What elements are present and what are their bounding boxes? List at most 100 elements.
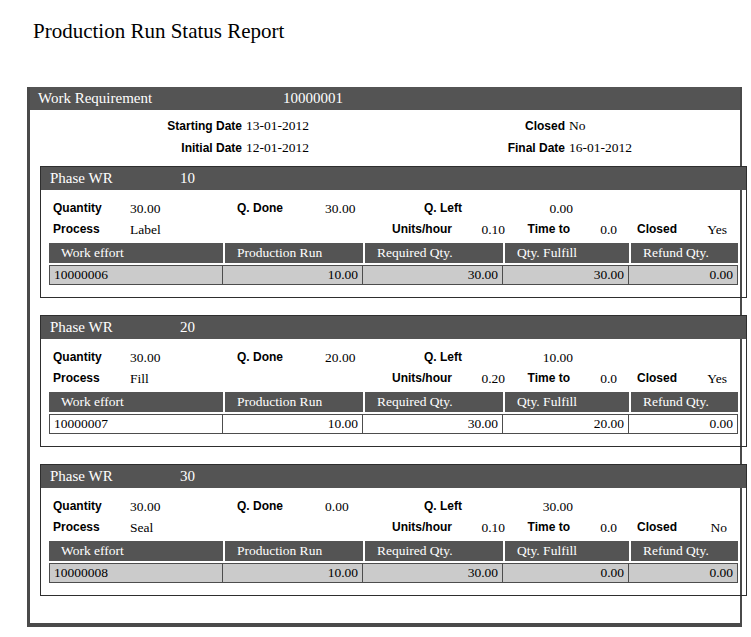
refund-qty-value: 0.00	[629, 563, 738, 583]
q-done-label: Q. Done	[237, 347, 283, 368]
q-left-value: 30.00	[473, 496, 573, 517]
q-done-label: Q. Done	[237, 496, 283, 517]
work-requirement-header-bar: Work Requirement 10000001	[30, 87, 740, 110]
phase-wr-label: Phase WR	[41, 319, 113, 335]
phase-header-bar: Phase WR 20	[41, 316, 746, 339]
wr-info-row-2: Initial Date 12-01-2012 Final Date 16-01…	[30, 137, 740, 159]
production-run-value: 10.00	[223, 265, 363, 285]
phase-closed-value: Yes	[667, 219, 727, 240]
units-hour-label: Units/hour	[332, 219, 452, 240]
process-label: Process	[53, 517, 100, 538]
quantity-value: 30.00	[130, 198, 160, 219]
phase-process-row: Process Fill Units/hour 0.20 Time to 0.0…	[41, 368, 746, 389]
quantity-label: Quantity	[53, 347, 102, 368]
col-header-qty-fulfill: Qty. Fulfill	[503, 392, 629, 414]
work-requirement-id: 10000001	[283, 87, 343, 110]
wr-info-row-1: Starting Date 13-01-2012 Closed No	[30, 115, 740, 137]
col-header-required-qty: Required Qty.	[363, 541, 503, 563]
q-left-value: 10.00	[473, 347, 573, 368]
q-done-label: Q. Done	[237, 198, 283, 219]
units-hour-label: Units/hour	[332, 517, 452, 538]
col-header-qty-fulfill: Qty. Fulfill	[503, 541, 629, 563]
phase-number: 10	[180, 167, 195, 190]
phase-section-30: Phase WR 30 Quantity 30.00 Q. Done 0.00 …	[40, 464, 747, 596]
phase-wr-label: Phase WR	[41, 170, 113, 186]
qty-fulfill-value: 0.00	[503, 563, 629, 583]
units-hour-value: 0.20	[445, 368, 505, 389]
phase-header-bar: Phase WR 10	[41, 167, 746, 190]
units-hour-label: Units/hour	[332, 368, 452, 389]
phase-quantity-row: Quantity 30.00 Q. Done 30.00 Q. Left 0.0…	[41, 198, 746, 219]
col-header-production-run: Production Run	[223, 541, 363, 563]
qty-fulfill-value: 20.00	[503, 414, 629, 434]
refund-qty-value: 0.00	[629, 265, 738, 285]
work-effort-header-row: Work effort Production Run Required Qty.…	[49, 392, 738, 414]
work-effort-header-row: Work effort Production Run Required Qty.…	[49, 243, 738, 265]
work-effort-table: Work effort Production Run Required Qty.…	[49, 392, 738, 434]
phase-closed-value: No	[667, 517, 727, 538]
process-value: Fill	[130, 368, 149, 389]
production-run-value: 10.00	[223, 563, 363, 583]
work-effort-row: 10000007 10.00 30.00 20.00 0.00	[49, 414, 738, 434]
quantity-value: 30.00	[130, 496, 160, 517]
col-header-qty-fulfill: Qty. Fulfill	[503, 243, 629, 265]
required-qty-value: 30.00	[363, 414, 503, 434]
report-page: Production Run Status Report Work Requir…	[0, 0, 751, 637]
work-effort-id: 10000007	[49, 414, 223, 434]
phase-process-row: Process Label Units/hour 0.10 Time to 0.…	[41, 219, 746, 240]
col-header-refund-qty: Refund Qty.	[629, 392, 738, 414]
starting-date-label: Starting Date	[30, 115, 242, 137]
phase-number: 30	[180, 465, 195, 488]
work-effort-table: Work effort Production Run Required Qty.…	[49, 243, 738, 285]
production-run-value: 10.00	[223, 414, 363, 434]
quantity-value: 30.00	[130, 347, 160, 368]
phase-wr-label: Phase WR	[41, 468, 113, 484]
process-label: Process	[53, 219, 100, 240]
final-date-value: 16-01-2012	[569, 137, 632, 159]
phase-quantity-row: Quantity 30.00 Q. Done 20.00 Q. Left 10.…	[41, 347, 746, 368]
phase-quantity-row: Quantity 30.00 Q. Done 0.00 Q. Left 30.0…	[41, 496, 746, 517]
wr-closed-value: No	[569, 115, 586, 137]
col-header-production-run: Production Run	[223, 392, 363, 414]
units-hour-value: 0.10	[445, 517, 505, 538]
phase-number: 20	[180, 316, 195, 339]
phase-section-10: Phase WR 10 Quantity 30.00 Q. Done 30.00…	[40, 166, 747, 298]
qty-fulfill-value: 30.00	[503, 265, 629, 285]
work-effort-id: 10000006	[49, 265, 223, 285]
work-effort-table: Work effort Production Run Required Qty.…	[49, 541, 738, 583]
col-header-required-qty: Required Qty.	[363, 243, 503, 265]
initial-date-value: 12-01-2012	[246, 137, 309, 159]
starting-date-value: 13-01-2012	[246, 115, 309, 137]
col-header-required-qty: Required Qty.	[363, 392, 503, 414]
units-hour-value: 0.10	[445, 219, 505, 240]
work-requirement-section: Work Requirement 10000001 Starting Date …	[27, 87, 742, 627]
work-requirement-label: Work Requirement	[30, 90, 152, 106]
q-left-label: Q. Left	[322, 347, 462, 368]
process-label: Process	[53, 368, 100, 389]
q-left-label: Q. Left	[322, 496, 462, 517]
required-qty-value: 30.00	[363, 563, 503, 583]
col-header-work-effort: Work effort	[49, 243, 223, 265]
process-value: Seal	[130, 517, 153, 538]
phase-section-20: Phase WR 20 Quantity 30.00 Q. Done 20.00…	[40, 315, 747, 447]
quantity-label: Quantity	[53, 198, 102, 219]
q-left-label: Q. Left	[322, 198, 462, 219]
work-effort-row: 10000008 10.00 30.00 0.00 0.00	[49, 563, 738, 583]
phase-closed-value: Yes	[667, 368, 727, 389]
required-qty-value: 30.00	[363, 265, 503, 285]
phase-header-bar: Phase WR 30	[41, 465, 746, 488]
quantity-label: Quantity	[53, 496, 102, 517]
initial-date-label: Initial Date	[30, 137, 242, 159]
q-left-value: 0.00	[473, 198, 573, 219]
wr-closed-label: Closed	[340, 115, 565, 137]
process-value: Label	[130, 219, 161, 240]
final-date-label: Final Date	[340, 137, 565, 159]
col-header-work-effort: Work effort	[49, 392, 223, 414]
col-header-work-effort: Work effort	[49, 541, 223, 563]
phase-process-row: Process Seal Units/hour 0.10 Time to 0.0…	[41, 517, 746, 538]
work-effort-row: 10000006 10.00 30.00 30.00 0.00	[49, 265, 738, 285]
work-effort-id: 10000008	[49, 563, 223, 583]
col-header-refund-qty: Refund Qty.	[629, 541, 738, 563]
refund-qty-value: 0.00	[629, 414, 738, 434]
col-header-refund-qty: Refund Qty.	[629, 243, 738, 265]
